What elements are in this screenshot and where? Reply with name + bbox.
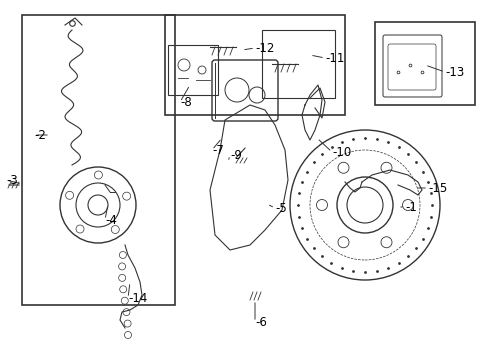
Text: -1: -1 xyxy=(405,201,417,213)
Bar xyxy=(262,30,335,98)
Text: -10: -10 xyxy=(332,145,351,158)
Text: -14: -14 xyxy=(128,292,147,305)
Text: -6: -6 xyxy=(255,315,267,328)
Text: -7: -7 xyxy=(212,144,224,157)
Text: -2: -2 xyxy=(34,129,46,141)
Bar xyxy=(165,15,345,115)
Text: -4: -4 xyxy=(105,213,117,226)
Text: -11: -11 xyxy=(325,51,344,64)
Text: -3: -3 xyxy=(6,174,18,186)
Bar xyxy=(375,22,475,105)
Text: -12: -12 xyxy=(255,41,274,54)
Text: -13: -13 xyxy=(445,66,464,78)
Text: -5: -5 xyxy=(275,202,287,215)
Text: -9: -9 xyxy=(230,149,242,162)
Bar xyxy=(22,15,175,305)
Bar xyxy=(168,45,218,95)
Text: -15: -15 xyxy=(428,181,447,194)
Text: -8: -8 xyxy=(180,95,192,108)
